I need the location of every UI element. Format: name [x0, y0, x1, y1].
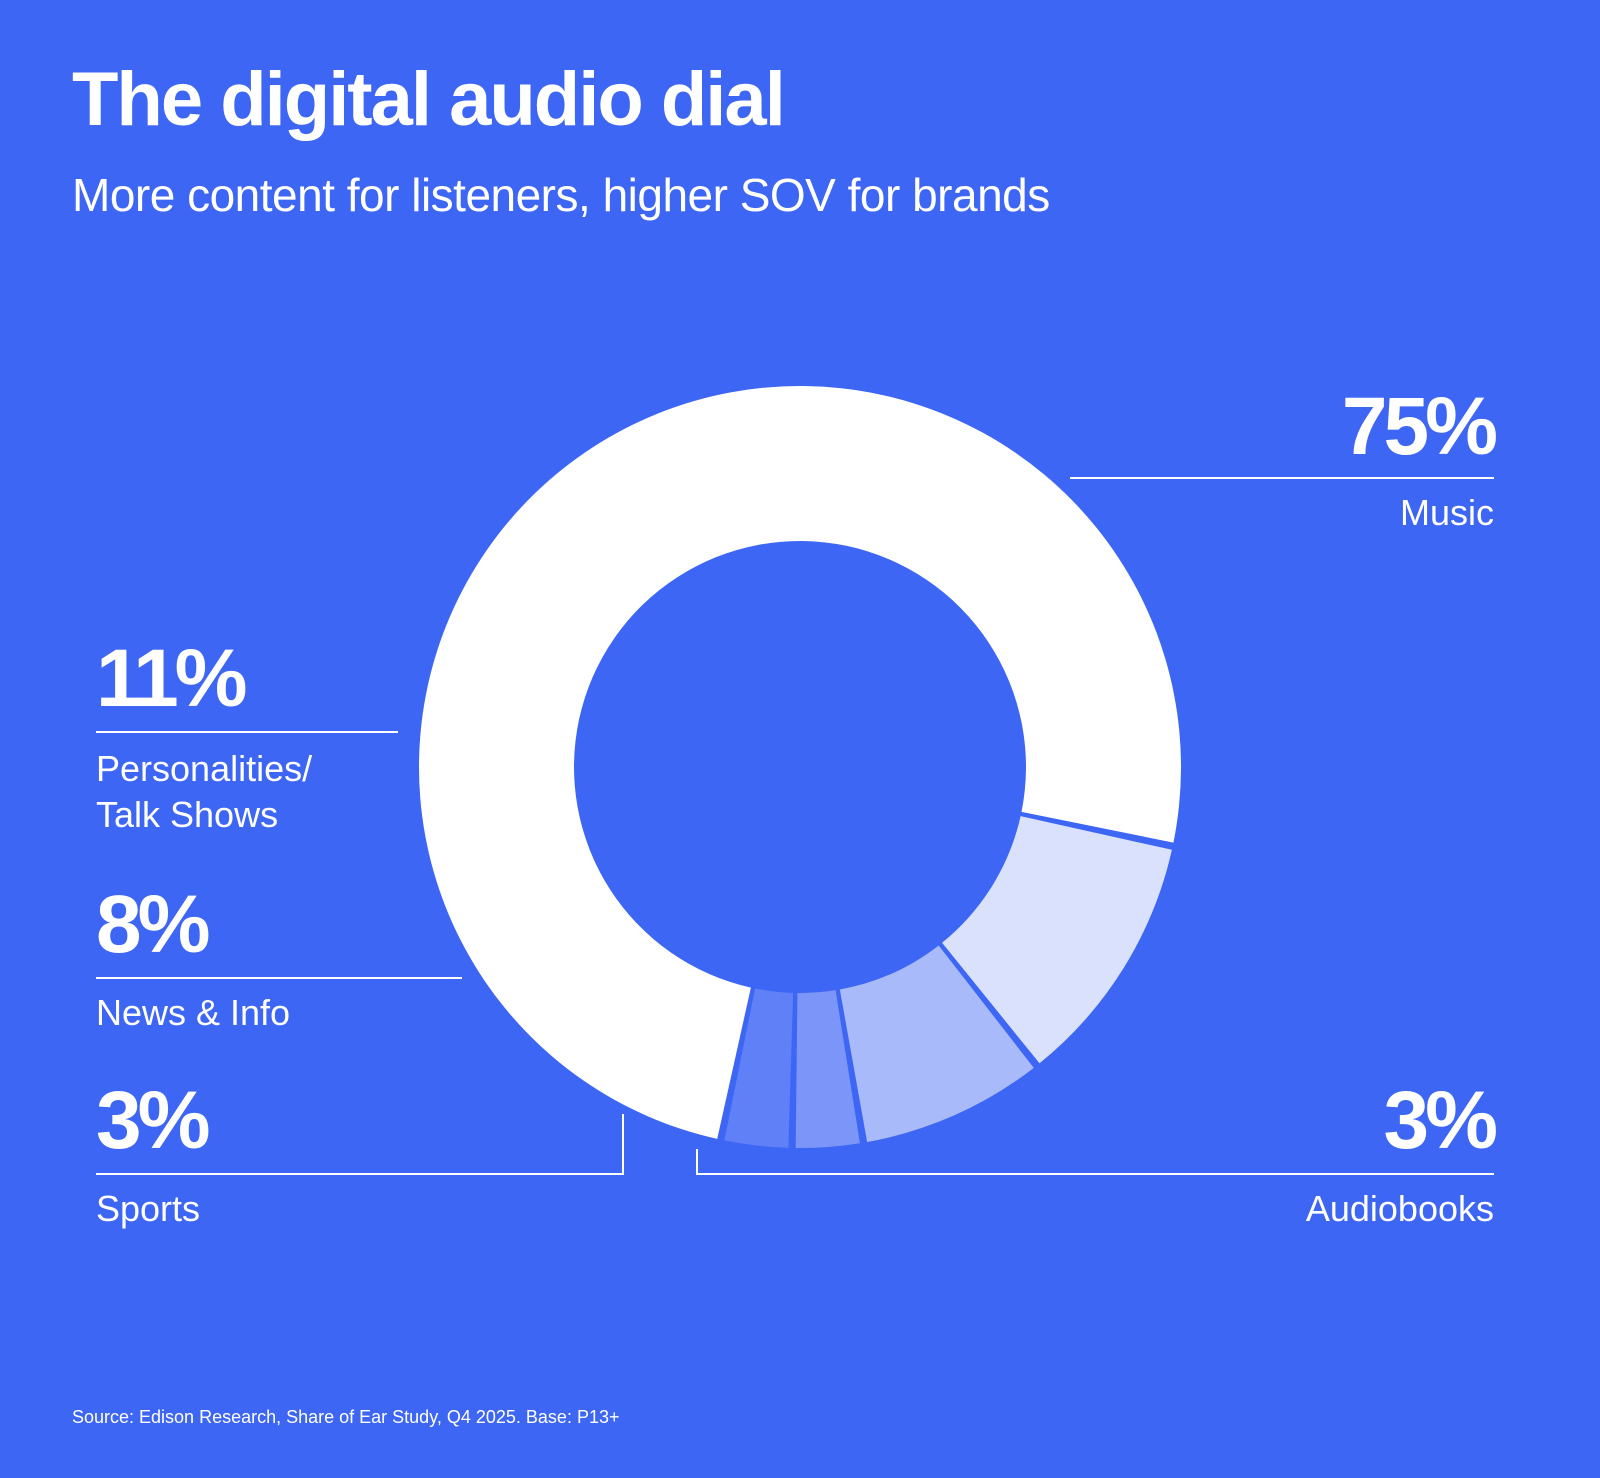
sports-leader-line — [96, 1173, 624, 1175]
source-note: Source: Edison Research, Share of Ear St… — [72, 1407, 620, 1427]
donut-slice-audiobooks — [724, 988, 794, 1148]
audiobooks-category-label: Audiobooks — [1305, 1188, 1494, 1229]
news-category-label: News & Info — [96, 992, 291, 1033]
audiobooks-value-label: 3% — [1383, 1075, 1498, 1166]
music-value-label: 75% — [1341, 381, 1498, 472]
personalities-value-label: 11% — [96, 633, 248, 724]
chart-title: The digital audio dial — [72, 57, 786, 142]
audiobooks-leader-line — [696, 1173, 1494, 1175]
donut-slice-sports — [795, 990, 860, 1148]
audiobooks-leader-tick — [696, 1149, 698, 1175]
donut-slice-news-info — [839, 945, 1034, 1143]
news-value-label: 8% — [96, 879, 210, 970]
personalities-category-label-line1: Personalities/ — [96, 748, 313, 789]
donut-slice-music — [419, 386, 1181, 1139]
personalities-leader-line — [96, 731, 398, 733]
music-leader-line — [1070, 477, 1494, 479]
chart-subtitle: More content for listeners, higher SOV f… — [72, 169, 1050, 221]
news-leader-line — [96, 977, 462, 979]
sports-value-label: 3% — [96, 1075, 210, 1166]
sports-category-label: Sports — [96, 1188, 201, 1229]
personalities-category-label-line2: Talk Shows — [96, 794, 279, 835]
sports-leader-tick — [622, 1114, 624, 1175]
donut-slice-personalities-talk-shows — [942, 816, 1172, 1064]
music-category-label: Music — [1399, 492, 1494, 533]
